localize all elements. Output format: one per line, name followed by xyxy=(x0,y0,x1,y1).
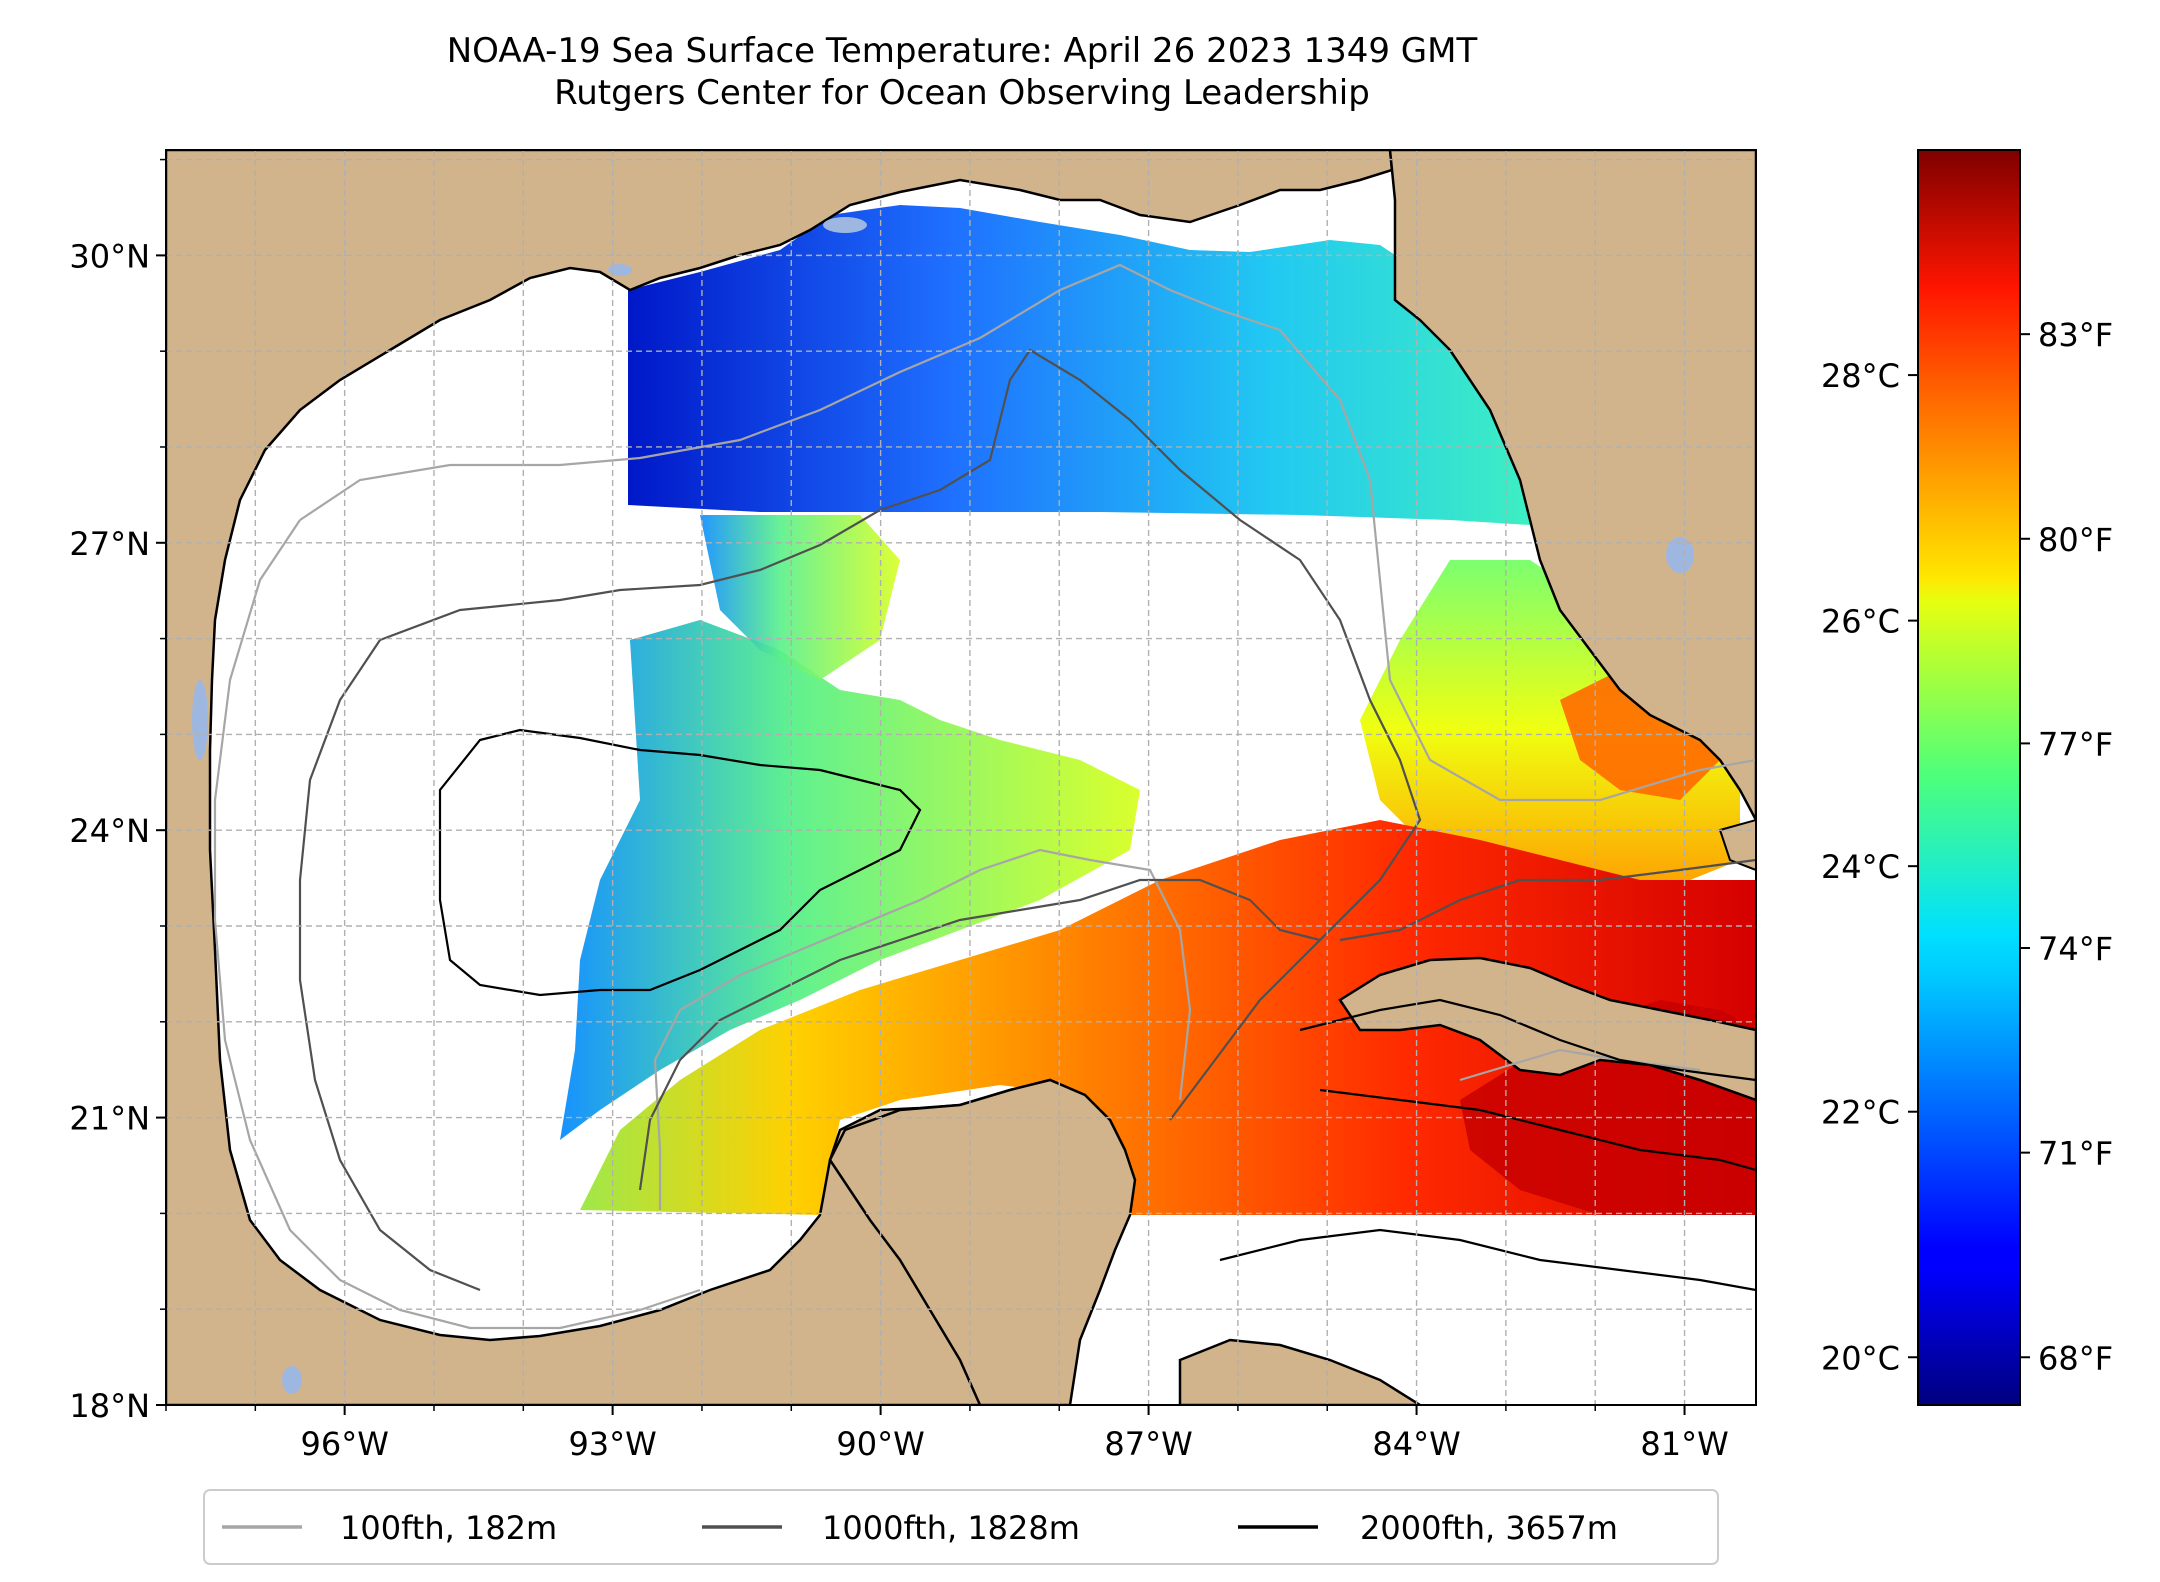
latitude-axis: 30°N 27°N 24°N 21°N 18°N xyxy=(69,158,166,1425)
lake-pontchartrain xyxy=(823,217,867,233)
map-frame xyxy=(165,149,1757,1406)
colorbar-f-label-74: 74°F xyxy=(2038,930,2113,968)
contour-2000fth xyxy=(438,728,1756,1292)
lat-tick-label-24-n: 24°N xyxy=(69,812,150,850)
lon-tick-label-90-w: 90°W xyxy=(836,1425,924,1463)
sst-mid-region xyxy=(560,620,1140,1140)
legend: 100fth, 182m 1000fth, 1828m 2000fth, 365… xyxy=(203,1489,1719,1565)
lake-louisiana xyxy=(608,264,632,276)
colorbar-c-label-22: 22°C xyxy=(1821,1094,1900,1132)
colorbar-gradient xyxy=(1917,149,2021,1406)
lat-tick-label-18-n: 18°N xyxy=(69,1387,150,1425)
lon-tick-label-96-w: 96°W xyxy=(300,1425,388,1463)
colorbar-c-label-28: 28°C xyxy=(1821,357,1900,395)
map-gridlines xyxy=(166,150,1756,1405)
lake-okeechobee xyxy=(1666,537,1694,573)
colorbar: 20°C 22°C 24°C 26°C 28°C 68°F 71°F 74°F 77°F 80°… xyxy=(1821,149,2113,1406)
sst-north-region xyxy=(628,205,1540,525)
land-bahamas-tip xyxy=(1718,818,1756,872)
legend-label-1000fth: 1000fth, 1828m xyxy=(822,1509,1080,1547)
map-title-line2: Rutgers Center for Ocean Observing Leade… xyxy=(554,73,1370,113)
lake-mexico xyxy=(282,1366,302,1394)
land-florida-peninsula xyxy=(1388,150,1756,821)
lon-tick-label-84-w: 84°W xyxy=(1372,1425,1460,1463)
colorbar-fahrenheit-axis: 68°F 71°F 74°F 77°F 80°F 83°F xyxy=(2020,316,2113,1377)
lat-tick-label-21-n: 21°N xyxy=(69,1100,150,1138)
legend-box xyxy=(203,1489,1719,1565)
colorbar-f-label-77: 77°F xyxy=(2038,725,2113,763)
lon-tick-label-81-w: 81°W xyxy=(1640,1425,1728,1463)
contour-100fth xyxy=(213,263,1756,1330)
sst-south-region xyxy=(580,820,1756,1215)
legend-label-2000fth: 2000fth, 3657m xyxy=(1360,1509,1618,1547)
colorbar-c-label-20: 20°C xyxy=(1821,1339,1900,1377)
bathymetry-contours xyxy=(213,263,1756,1330)
legend-label-100fth: 100fth, 182m xyxy=(340,1509,557,1547)
colorbar-f-label-68: 68°F xyxy=(2038,1339,2113,1377)
lon-tick-label-93-w: 93°W xyxy=(568,1425,656,1463)
lakes-layer xyxy=(192,217,1694,1394)
contour-1000fth xyxy=(298,348,1756,1292)
map-panel: 30°N 27°N 24°N 21°N 18°N 96°W 93°W 90°W 87°W 84°… xyxy=(69,149,1757,1463)
sst-florida-shelf xyxy=(1360,560,1740,900)
lon-tick-label-87-w: 87°W xyxy=(1104,1425,1192,1463)
colorbar-c-label-24: 24°C xyxy=(1821,848,1900,886)
lake-texas xyxy=(192,680,208,760)
lat-tick-label-27-n: 27°N xyxy=(69,525,150,563)
longitude-axis: 96°W 93°W 90°W 87°W 84°W 81°W xyxy=(165,1405,1729,1463)
colorbar-c-label-26: 26°C xyxy=(1821,603,1900,641)
colorbar-f-label-80: 80°F xyxy=(2038,521,2113,559)
colorbar-celsius-axis: 20°C 22°C 24°C 26°C 28°C xyxy=(1821,357,1918,1377)
lat-tick-label-30-n: 30°N xyxy=(69,237,150,275)
colorbar-f-label-83: 83°F xyxy=(2038,316,2113,354)
colorbar-f-label-71: 71°F xyxy=(2038,1135,2113,1173)
map-title-line1: NOAA-19 Sea Surface Temperature: April 2… xyxy=(447,31,1478,71)
